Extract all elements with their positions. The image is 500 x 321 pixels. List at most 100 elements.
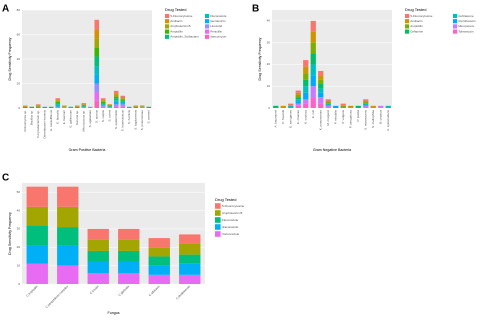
bar-segment — [26, 263, 48, 284]
bar-segment — [22, 105, 28, 107]
x-tick-label: P. aeruginosa — [349, 110, 353, 128]
bar-segment — [55, 105, 61, 107]
x-axis-title: Gram Positive Bacteria — [69, 148, 106, 152]
x-tick-label: A. xylosoxidans — [386, 110, 390, 131]
legend-label: Penicillin — [210, 29, 222, 33]
bar-segment — [310, 64, 316, 76]
panel-label: A — [2, 4, 9, 15]
bar-segment — [118, 228, 140, 240]
bar-segment — [29, 106, 35, 108]
bar-segment — [94, 29, 100, 39]
bar-segment — [107, 105, 113, 107]
bar-segment — [303, 73, 309, 80]
bar-segment — [107, 104, 113, 106]
legend-swatch — [165, 29, 170, 34]
bar-segment — [363, 101, 369, 104]
bar-segment — [325, 101, 331, 104]
legend-label: Ciprofloxacin — [458, 19, 476, 23]
y-tick-label: 40 — [267, 19, 271, 23]
y-axis-title: Drug Sensitivity Frequency — [8, 212, 12, 255]
x-tick-label: S. capitis — [101, 110, 105, 123]
bar-segment — [303, 79, 309, 87]
bar-segment — [179, 254, 201, 264]
legend-label: Ampicillin_Sulbactam — [170, 35, 199, 39]
plot-background — [272, 10, 392, 108]
legend-swatch — [405, 13, 410, 19]
bar-segment — [87, 228, 109, 240]
bar-segment — [303, 66, 309, 74]
x-tick-label: Micrococcus sp. — [82, 110, 86, 132]
bar-segment — [61, 105, 67, 107]
x-axis-title: Gram Negative Bacteria — [313, 148, 351, 152]
x-tick-label: E. aerogenes — [289, 110, 293, 128]
bar-segment — [340, 105, 346, 108]
legend-swatch — [205, 24, 210, 29]
bar-segment — [55, 106, 61, 108]
bar-segment — [113, 104, 119, 106]
bar-segment — [120, 95, 126, 97]
y-tick-label: 50 — [17, 190, 21, 194]
bar-segment — [133, 106, 139, 108]
bar-segment — [42, 106, 48, 108]
bar-segment — [26, 186, 48, 207]
legend-label: Vancomycin — [210, 35, 226, 39]
bar-segment — [55, 99, 61, 101]
x-tick-label: E. faecium — [62, 110, 66, 125]
bar-segment — [113, 96, 119, 99]
x-tick-label: K. pneumoniae — [319, 110, 323, 131]
legend-swatch — [205, 29, 210, 34]
bar-segment — [74, 106, 80, 108]
x-tick-label: S. maltophilia — [371, 110, 375, 128]
panel-label: C — [2, 173, 9, 184]
bar-segment — [295, 101, 301, 104]
bar-segment — [81, 103, 87, 105]
bar-segment — [333, 105, 339, 108]
bar-segment — [100, 103, 106, 105]
bar-segment — [148, 256, 170, 266]
bar-segment — [81, 104, 87, 106]
x-tick-label: Corynebacterium sp. — [36, 110, 40, 138]
bar-segment — [120, 101, 126, 104]
y-tick-label: 10 — [17, 263, 21, 267]
bar-segment — [126, 106, 132, 108]
bar-segment — [120, 105, 126, 107]
x-tick-label: C.dubliniensis — [175, 284, 191, 300]
x-tick-label: S. marcescens — [364, 110, 368, 130]
legend-label: 5-Fluorocytosine — [410, 14, 433, 18]
bar-segment — [100, 99, 106, 101]
bar-segment — [318, 75, 324, 80]
legend-swatch — [453, 19, 458, 24]
bar-segment — [179, 234, 201, 244]
bar-segment — [280, 105, 286, 108]
bar-segment — [61, 106, 67, 108]
legend-swatch — [405, 24, 410, 29]
legend-swatch — [453, 13, 458, 19]
legend-swatch — [215, 224, 221, 230]
bar-segment — [100, 105, 106, 107]
y-tick-label: 0 — [18, 106, 20, 110]
bar-segment — [148, 247, 170, 257]
bar-segment — [318, 79, 324, 85]
x-tick-label: M. morganii — [326, 110, 330, 126]
bar-segment — [120, 106, 126, 108]
bar-segment — [113, 105, 119, 107]
y-tick-label: 0 — [18, 282, 20, 286]
bar-segment — [355, 105, 361, 108]
bar-segment — [288, 105, 294, 108]
bar-segment — [273, 105, 279, 108]
bar-segment — [87, 239, 109, 251]
bar-segment — [48, 106, 54, 108]
x-tick-label: P. vulgaris — [341, 110, 345, 124]
x-tick-label: S. aureus — [95, 110, 99, 123]
bar-segment — [303, 103, 309, 108]
bar-segment — [303, 60, 309, 67]
bar-segment — [120, 104, 126, 106]
bar-segment — [94, 83, 100, 93]
x-tick-label: E. coli — [311, 110, 315, 119]
bar-segment — [81, 106, 87, 108]
bar-segment — [378, 105, 384, 108]
bar-segment — [113, 93, 119, 95]
bar-segment — [318, 70, 324, 76]
bar-segment — [310, 75, 316, 87]
